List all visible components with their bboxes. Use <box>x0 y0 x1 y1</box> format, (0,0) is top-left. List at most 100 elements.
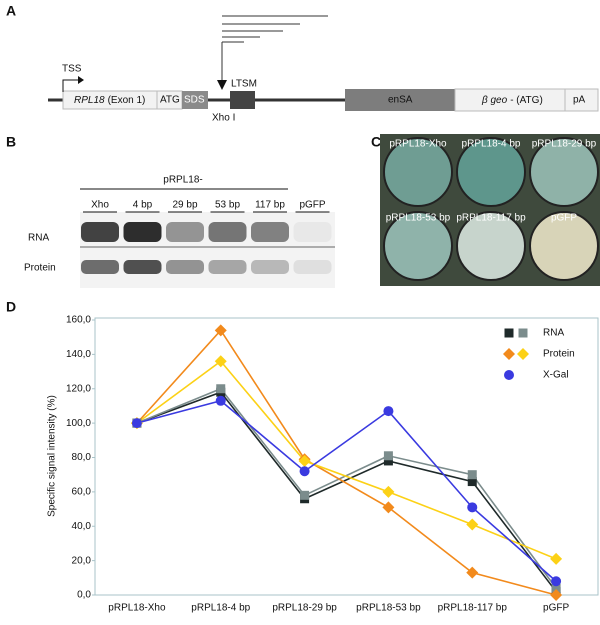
series-line <box>136 387 557 589</box>
ensa-label: enSA <box>388 95 413 106</box>
marker <box>214 355 227 368</box>
legend-marker <box>503 348 515 360</box>
ltsm-label: LTSM <box>231 79 257 90</box>
panel-label: D <box>6 299 16 315</box>
rna-band <box>208 222 247 242</box>
insert-lines <box>221 15 328 82</box>
marker <box>382 485 395 498</box>
exon-suffix: (Exon 1) <box>108 95 146 106</box>
exon-label: RPL18 (Exon 1) <box>74 95 145 106</box>
marker <box>382 501 395 514</box>
legend-label: RNA <box>543 328 564 339</box>
y-tick-label: 60,0 <box>72 487 92 498</box>
panel-label: B <box>6 134 16 150</box>
rna-band <box>251 222 289 242</box>
legend-label: Protein <box>543 349 575 360</box>
ltsm-box <box>230 91 255 109</box>
rna-band <box>166 222 204 242</box>
marker <box>131 418 142 429</box>
tss-arrowhead <box>78 76 84 84</box>
series-line <box>136 329 557 596</box>
row-label: Protein <box>24 263 56 274</box>
lane-label: pGFP <box>299 200 325 211</box>
lane-label: 117 bp <box>255 200 285 211</box>
x-tick-label: pRPL18-4 bp <box>191 603 250 614</box>
row-label: RNA <box>28 233 49 244</box>
marker <box>299 466 310 477</box>
ensa-box <box>345 89 455 111</box>
y-tick-label: 140,0 <box>66 349 91 360</box>
xho-label: Xho I <box>212 113 235 124</box>
y-axis-title: Specific signal intensity (%) <box>47 395 58 517</box>
well <box>383 211 453 281</box>
panel-label: C <box>371 134 381 150</box>
protein-band <box>293 260 332 274</box>
well <box>529 211 599 281</box>
legend-marker <box>517 348 529 360</box>
marker <box>467 470 477 480</box>
y-tick-label: 20,0 <box>72 555 92 566</box>
sds-box <box>182 91 208 109</box>
y-tick-label: 0,0 <box>77 590 91 601</box>
marker <box>214 324 227 337</box>
x-tick-label: pRPL18-117 bp <box>438 603 508 614</box>
legend-label: X-Gal <box>543 370 569 381</box>
bgeo-suffix: - (ATG) <box>510 95 543 106</box>
well <box>456 137 526 207</box>
lane-label: 4 bp <box>133 200 153 211</box>
x-tick-label: pGFP <box>543 603 569 614</box>
marker <box>298 454 311 467</box>
legend-marker <box>504 370 514 380</box>
legend-marker <box>504 328 514 338</box>
gene-name: RPL18 <box>74 95 105 106</box>
marker <box>551 583 561 593</box>
protein-band <box>81 260 119 274</box>
well <box>383 137 453 207</box>
sds-label: SDS <box>184 95 205 106</box>
well-label: pRPL18-117 bp <box>456 213 526 224</box>
x-tick-label: pRPL18-29 bp <box>272 603 337 614</box>
marker <box>466 518 479 531</box>
well <box>456 211 526 281</box>
lane-label: 53 bp <box>215 200 240 211</box>
tss-label: TSS <box>62 64 82 75</box>
marker <box>550 552 563 565</box>
y-tick-label: 100,0 <box>66 418 91 429</box>
marker <box>383 451 393 461</box>
marker <box>383 406 394 417</box>
gel <box>80 212 335 288</box>
series-line <box>136 360 557 560</box>
protein-band <box>166 260 204 274</box>
gel-lanes: Xho 4 bp 29 bp 53 bp 117 bp pGFP RNA Protein <box>24 200 332 274</box>
well <box>529 137 599 207</box>
rna-band <box>81 222 119 242</box>
series-line <box>136 399 557 582</box>
panel-label: A <box>6 3 16 19</box>
gene-name: β geo <box>481 95 508 106</box>
tss-arrow <box>62 79 78 92</box>
x-tick-label: pRPL18-53 bp <box>356 603 421 614</box>
y-tick-label: 120,0 <box>66 383 91 394</box>
construct-label: pRPL18- <box>163 175 202 186</box>
well-label: pRPL18-53 bp <box>386 213 451 224</box>
well-label: pGFP <box>551 213 577 224</box>
protein-band <box>208 260 247 274</box>
plot-frame <box>94 317 599 596</box>
marker <box>467 477 477 487</box>
marker <box>216 384 226 394</box>
marker <box>215 395 226 406</box>
lane-label: 29 bp <box>172 200 197 211</box>
y-tick-label: 40,0 <box>72 521 92 532</box>
lane-label: Xho <box>91 200 109 211</box>
pa-box <box>564 88 599 112</box>
marker <box>467 502 478 513</box>
atg-label: ATG <box>160 95 180 106</box>
well-label: pRPL18-4 bp <box>462 139 521 150</box>
y-tick-label: 80,0 <box>72 452 92 463</box>
marker <box>300 490 310 500</box>
marker <box>550 589 563 601</box>
well-label: pRPL18-29 bp <box>532 139 597 150</box>
plot: 0,0 20,0 40,0 60,0 80,0 100,0 120,0 140,0 160,0 p… <box>66 315 575 614</box>
insert-arrow <box>217 80 227 90</box>
